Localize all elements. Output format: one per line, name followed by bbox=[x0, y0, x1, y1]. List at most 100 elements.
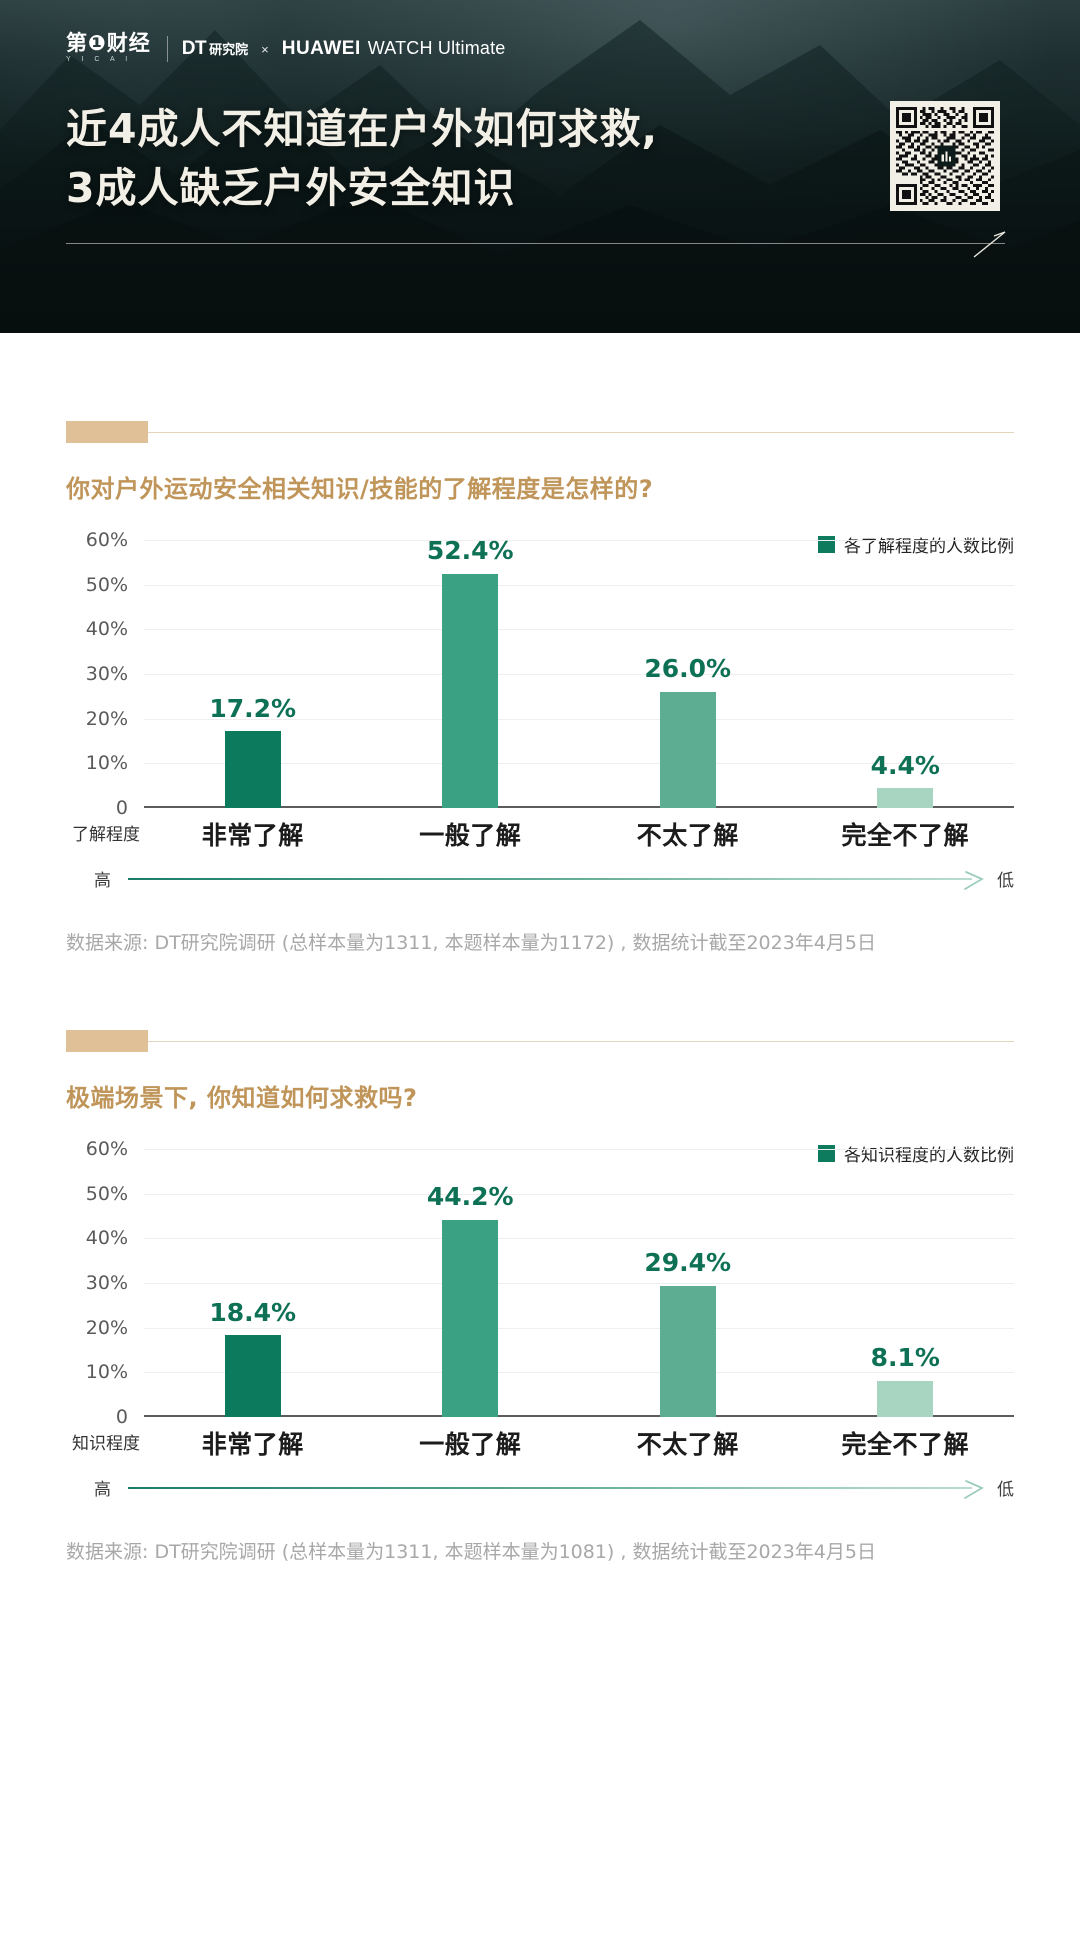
bar-column[interactable]: 4.4% bbox=[797, 540, 1015, 808]
page-title: 近4成人不知道在户外如何求救, 3成人缺乏户外安全知识 bbox=[66, 100, 658, 218]
section-title: 你对户外运动安全相关知识/技能的了解程度是怎样的? bbox=[66, 475, 654, 503]
grid-line bbox=[144, 763, 1014, 765]
grid-line bbox=[144, 584, 1014, 586]
bar-column[interactable]: 29.4% bbox=[579, 1149, 797, 1417]
y-tick-20: 20% bbox=[85, 1316, 128, 1339]
bar[interactable] bbox=[659, 1285, 716, 1417]
bar[interactable] bbox=[659, 691, 716, 808]
page-title-line-1: 近4成人不知道在户外如何求救, bbox=[66, 105, 659, 153]
dt-logo-mark: DT bbox=[181, 38, 207, 59]
huawei-product-name: WATCH Ultimate bbox=[367, 38, 506, 58]
bar-value-label: 18.4% bbox=[209, 1298, 297, 1327]
category-label: 完全不了解 bbox=[841, 1430, 969, 1459]
accent-block bbox=[66, 1030, 148, 1052]
grid-lines bbox=[144, 1149, 1014, 1417]
scale-low-label: 低 bbox=[997, 1480, 1014, 1500]
x-axis-baseline bbox=[144, 1415, 1014, 1417]
x-axis-name: 了解程度 bbox=[72, 825, 140, 845]
source-note: 数据来源: DT研究院调研 (总样本量为1311, 本题样本量为1172) , … bbox=[66, 932, 876, 954]
scale-high-label: 高 bbox=[94, 871, 111, 891]
scale-arrow-icon bbox=[962, 869, 984, 891]
section-accent-row bbox=[66, 1030, 1014, 1052]
bar-value-label: 17.2% bbox=[209, 694, 297, 723]
category-axis-row: 了解程度 非常了解 一般了解 不太了解 完全不了解 bbox=[66, 816, 1014, 852]
scale-gradient-line bbox=[128, 878, 972, 880]
grid-line bbox=[144, 1283, 1014, 1284]
section-accent-row bbox=[66, 421, 1014, 443]
x-axis-baseline bbox=[144, 806, 1014, 808]
section-rescue-knowledge: 极端场景下, 你知道如何求救吗? 各知识程度的人数比例 60% 50% 40% … bbox=[0, 1030, 1080, 1567]
dt-research-logo: DT 研究院 bbox=[182, 38, 248, 60]
bar-value-label: 26.0% bbox=[644, 654, 732, 683]
dt-logo-cn: 研究院 bbox=[209, 43, 249, 58]
header-corner-flourish-icon bbox=[972, 228, 1008, 258]
y-tick-0: 0 bbox=[115, 797, 128, 819]
scale-low-label: 低 bbox=[997, 871, 1014, 891]
scale-indicator-row: 高 低 bbox=[66, 866, 1014, 892]
x-axis-name: 知识程度 bbox=[72, 1434, 140, 1454]
bar-column[interactable]: 8.1% bbox=[797, 1149, 1015, 1417]
grid-line bbox=[144, 674, 1014, 675]
scale-high-label: 高 bbox=[94, 1480, 111, 1500]
bar-column[interactable]: 17.2% bbox=[144, 540, 362, 808]
y-tick-30: 30% bbox=[85, 663, 128, 685]
bar[interactable] bbox=[224, 1334, 281, 1417]
bar-chart-2: 各知识程度的人数比例 60% 50% 40% 30% 20% 10% 0 bbox=[66, 1138, 1014, 1428]
bar[interactable] bbox=[877, 1380, 934, 1417]
bar-column[interactable]: 44.2% bbox=[362, 1149, 580, 1417]
category-label: 非常了解 bbox=[201, 1430, 304, 1459]
bar-value-label: 8.1% bbox=[870, 1343, 940, 1372]
bar[interactable] bbox=[224, 731, 281, 808]
qr-code[interactable] bbox=[890, 101, 1000, 211]
yicai-logo-cn: 第⁠❶财经 bbox=[66, 31, 151, 55]
category-labels: 非常了解 一般了解 不太了解 完全不了解 bbox=[144, 1425, 1014, 1461]
grid-line bbox=[144, 718, 1014, 720]
category-labels: 非常了解 一般了解 不太了解 完全不了解 bbox=[144, 816, 1014, 852]
bar-group: 18.4% 44.2% 29.4% 8.1% bbox=[144, 1149, 1014, 1417]
category-label: 不太了解 bbox=[636, 821, 739, 850]
grid-line bbox=[144, 1327, 1014, 1329]
bar-column[interactable]: 52.4% bbox=[362, 536, 580, 808]
legend-label: 各知识程度的人数比例 bbox=[844, 1146, 1014, 1166]
bar-value-label: 4.4% bbox=[870, 751, 940, 780]
y-tick-0: 0 bbox=[115, 1406, 128, 1428]
bar-column[interactable]: 26.0% bbox=[579, 540, 797, 808]
category-label: 一般了解 bbox=[419, 1430, 522, 1459]
bar-value-label: 44.2% bbox=[426, 1182, 514, 1211]
yicai-logo: 第⁠❶财经 Y I C A I bbox=[66, 33, 151, 65]
bar-column[interactable]: 18.4% bbox=[144, 1149, 362, 1417]
grid-lines bbox=[144, 540, 1014, 808]
bar[interactable] bbox=[442, 574, 499, 808]
plot-area: 60% 50% 40% 30% 20% 10% 0 17.2% bbox=[66, 529, 1015, 819]
page-title-line-2: 3成人缺乏户外安全知识 bbox=[66, 164, 516, 212]
category-label: 一般了解 bbox=[419, 821, 522, 850]
category-label: 非常了解 bbox=[201, 821, 304, 850]
bar-group: 17.2% 52.4% 26.0% 4.4% bbox=[144, 536, 1015, 808]
source-note: 数据来源: DT研究院调研 (总样本量为1311, 本题样本量为1081) , … bbox=[66, 1541, 876, 1563]
huawei-wordmark: HUAWEI bbox=[281, 38, 361, 59]
bar[interactable] bbox=[877, 788, 934, 808]
category-label: 不太了解 bbox=[636, 1430, 739, 1459]
y-tick-50: 50% bbox=[85, 573, 128, 596]
plot-area: 60% 50% 40% 30% 20% 10% 0 18.4% bbox=[66, 1138, 1014, 1428]
grid-line bbox=[144, 1149, 1014, 1150]
collab-x-icon: × bbox=[261, 41, 269, 57]
category-label: 完全不了解 bbox=[841, 821, 969, 850]
accent-line bbox=[148, 1040, 1014, 1042]
category-axis-row: 知识程度 非常了解 一般了解 不太了解 完全不了解 bbox=[66, 1425, 1014, 1461]
scale-indicator-row: 高 低 bbox=[66, 1475, 1014, 1501]
section-title: 极端场景下, 你知道如何求救吗? bbox=[66, 1084, 418, 1112]
grid-line bbox=[144, 1193, 1014, 1195]
y-tick-60: 60% bbox=[85, 1138, 128, 1160]
grid-line bbox=[144, 1372, 1014, 1374]
scale-arrow-icon bbox=[962, 1478, 984, 1500]
bar-chart-1: 各了解程度的人数比例 60% 50% 40% 30% 20% 10% 0 bbox=[66, 529, 1015, 819]
huawei-logo: HUAWEI WATCH Ultimate bbox=[282, 38, 506, 60]
bar-value-label: 52.4% bbox=[426, 536, 514, 565]
grid-line bbox=[144, 629, 1014, 631]
y-tick-30: 30% bbox=[85, 1272, 128, 1294]
brand-bar: 第⁠❶财经 Y I C A I DT 研究院 × HUAWEI WATCH Ul… bbox=[66, 33, 506, 65]
bar[interactable] bbox=[442, 1219, 499, 1417]
scale-gradient-line bbox=[128, 1487, 972, 1489]
hero-header: 第⁠❶财经 Y I C A I DT 研究院 × HUAWEI WATCH Ul… bbox=[0, 0, 1080, 333]
